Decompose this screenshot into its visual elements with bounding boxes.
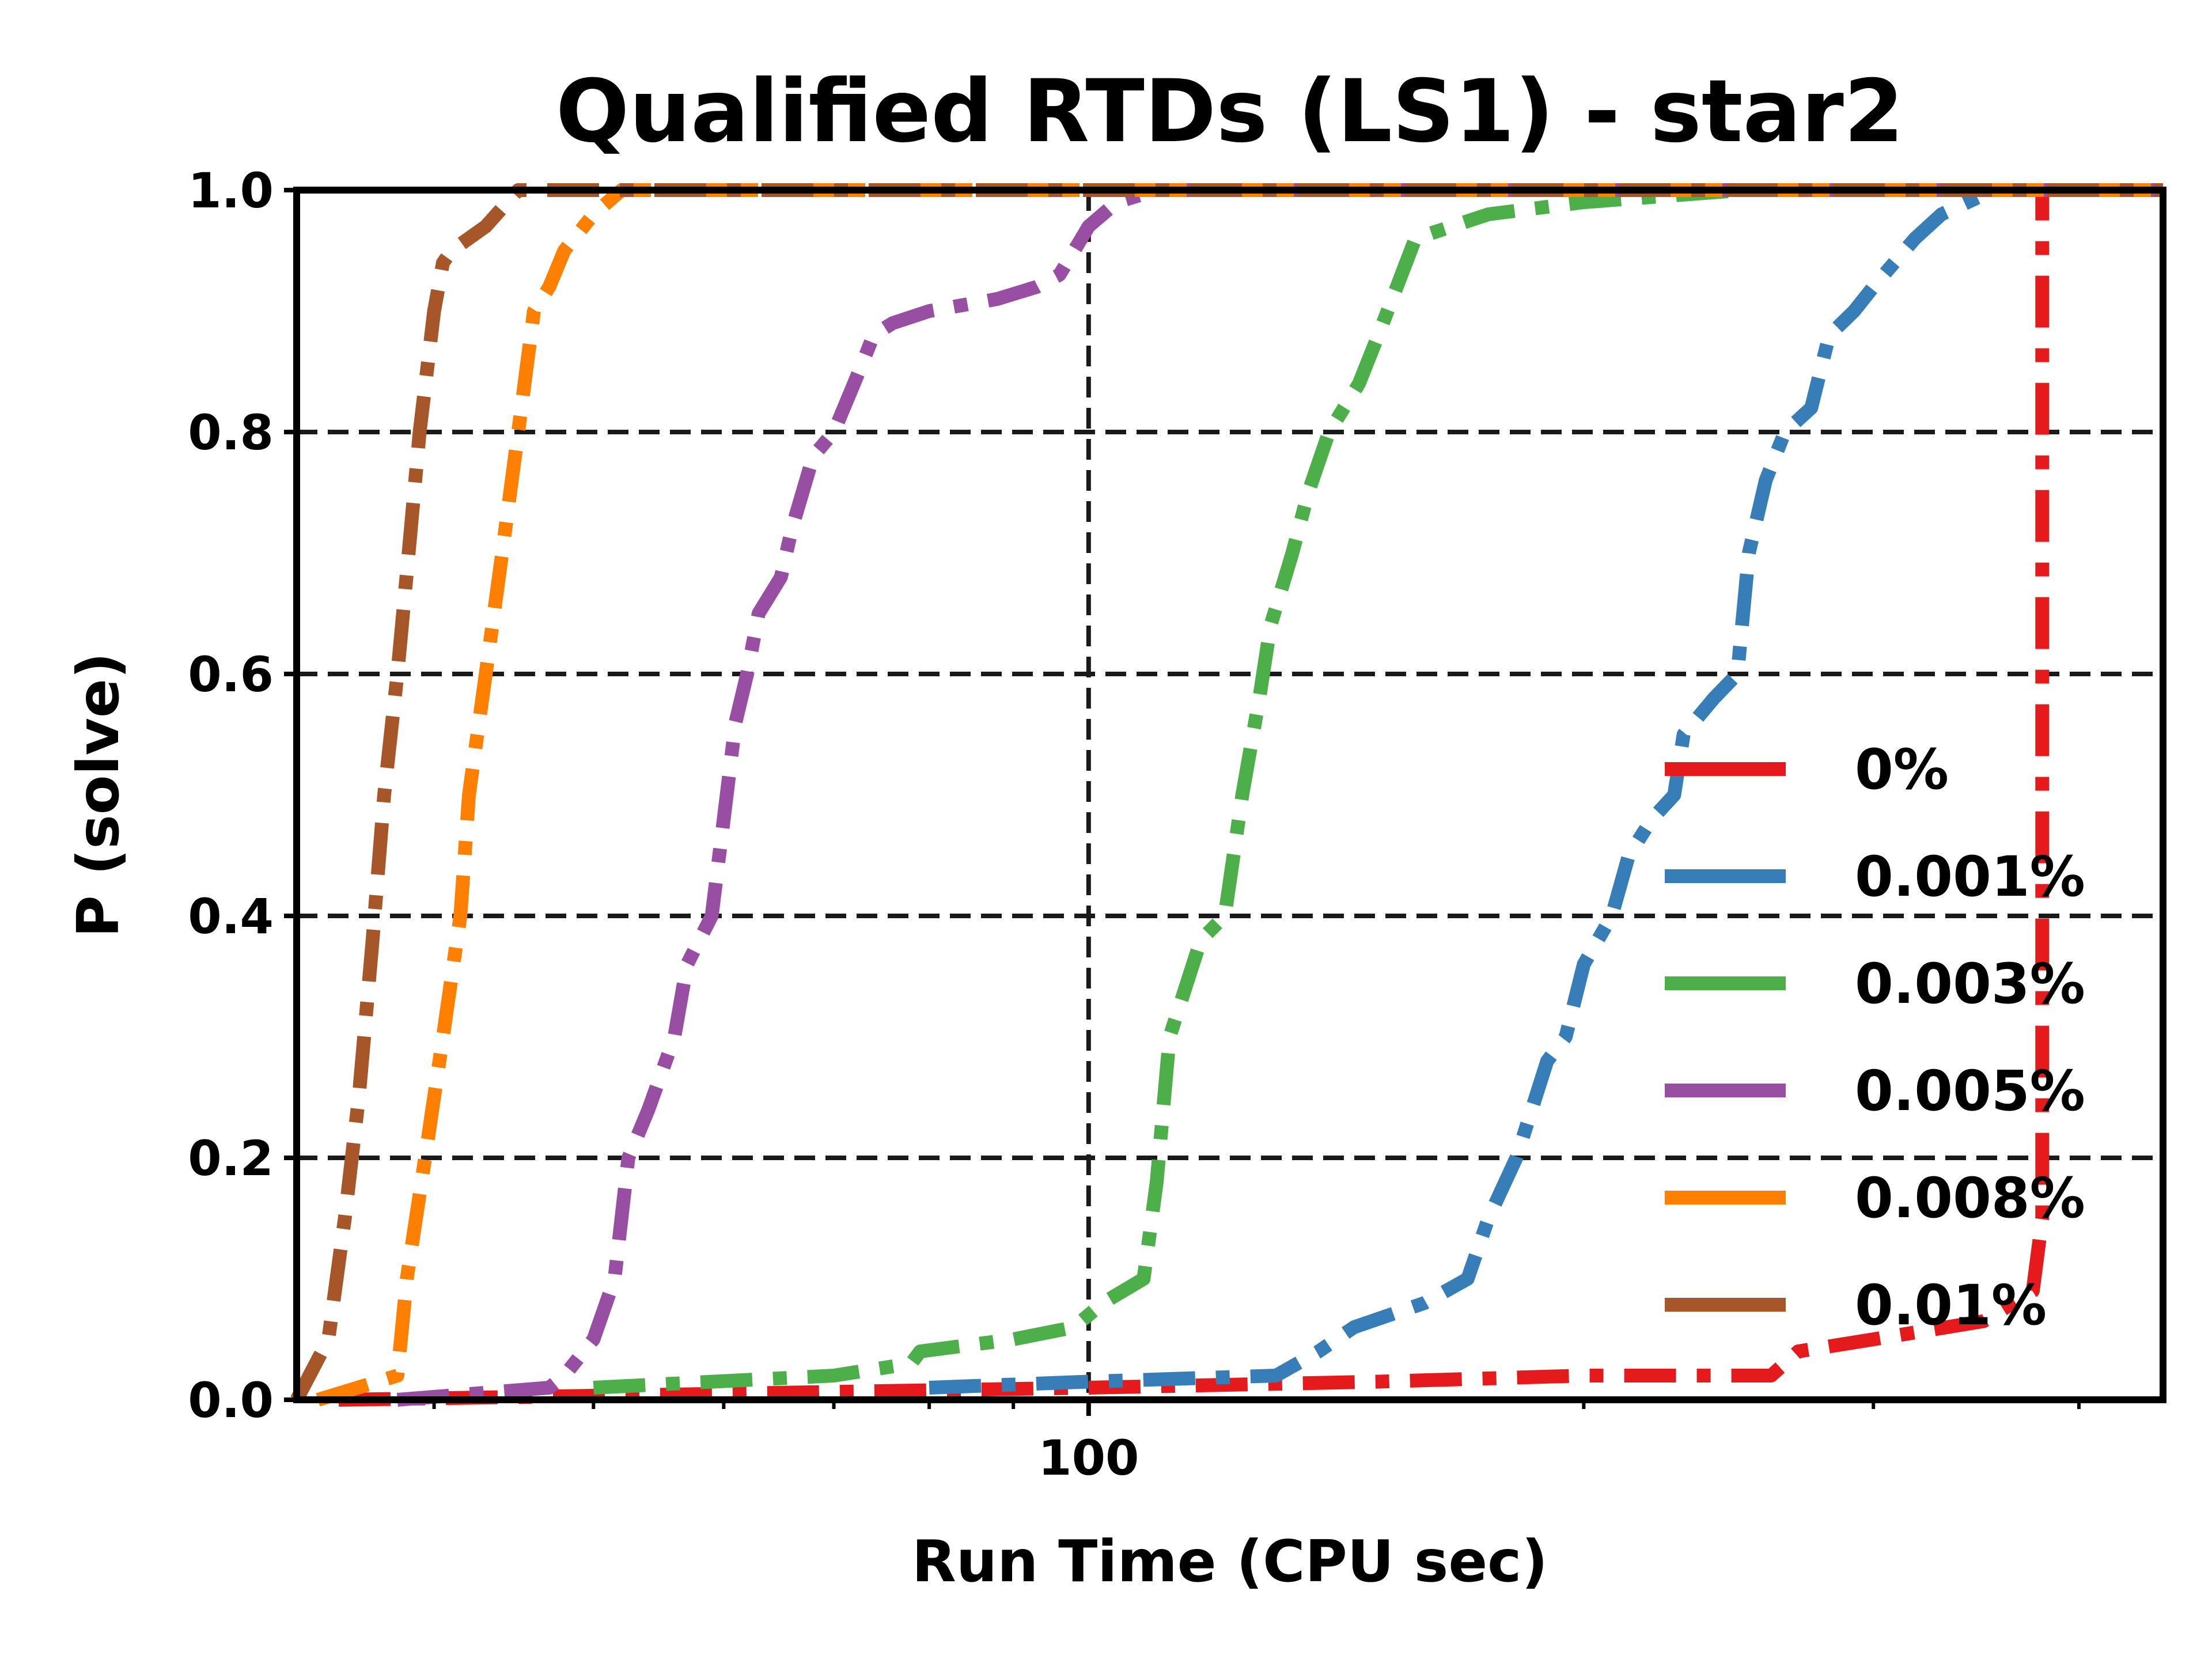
series-line-3 bbox=[396, 183, 2163, 1407]
y-tick-label: 0.8 bbox=[188, 404, 274, 461]
series-line-5 bbox=[290, 183, 2163, 1403]
y-tick-label: 0.2 bbox=[188, 1130, 274, 1187]
chart-title: Qualified RTDs (LS1) - star2 bbox=[556, 62, 1904, 162]
legend-label-3: 0.005% bbox=[1855, 1059, 2085, 1123]
series-line-4 bbox=[316, 183, 2163, 1407]
x-tick-label: 100 bbox=[1038, 1430, 1139, 1486]
legend-label-0: 0% bbox=[1855, 737, 1949, 802]
legend: 0% 0.001% 0.003% 0.005% 0.008% 0.01% bbox=[1665, 737, 2085, 1338]
y-tick-label: 1.0 bbox=[188, 162, 274, 219]
legend-label-1: 0.001% bbox=[1855, 844, 2085, 909]
series-line-0 bbox=[338, 183, 2163, 1407]
axis-ticks: 0.0 0.2 0.4 0.6 0.8 1.0 100 bbox=[188, 162, 2081, 1486]
legend-label-5: 0.01% bbox=[1855, 1273, 2047, 1338]
legend-label-2: 0.003% bbox=[1855, 952, 2085, 1016]
legend-label-4: 0.008% bbox=[1855, 1166, 2085, 1230]
y-tick-label: 0.6 bbox=[188, 646, 274, 703]
y-axis-label: P (solve) bbox=[65, 652, 132, 937]
series-line-1 bbox=[929, 183, 2163, 1395]
y-tick-label: 0.0 bbox=[188, 1372, 274, 1429]
plot-frame bbox=[293, 187, 2166, 1403]
series-lines bbox=[290, 183, 2163, 1407]
series-line-2 bbox=[593, 183, 2163, 1395]
y-tick-label: 0.4 bbox=[188, 888, 274, 945]
x-axis-label: Run Time (CPU sec) bbox=[912, 1528, 1548, 1595]
